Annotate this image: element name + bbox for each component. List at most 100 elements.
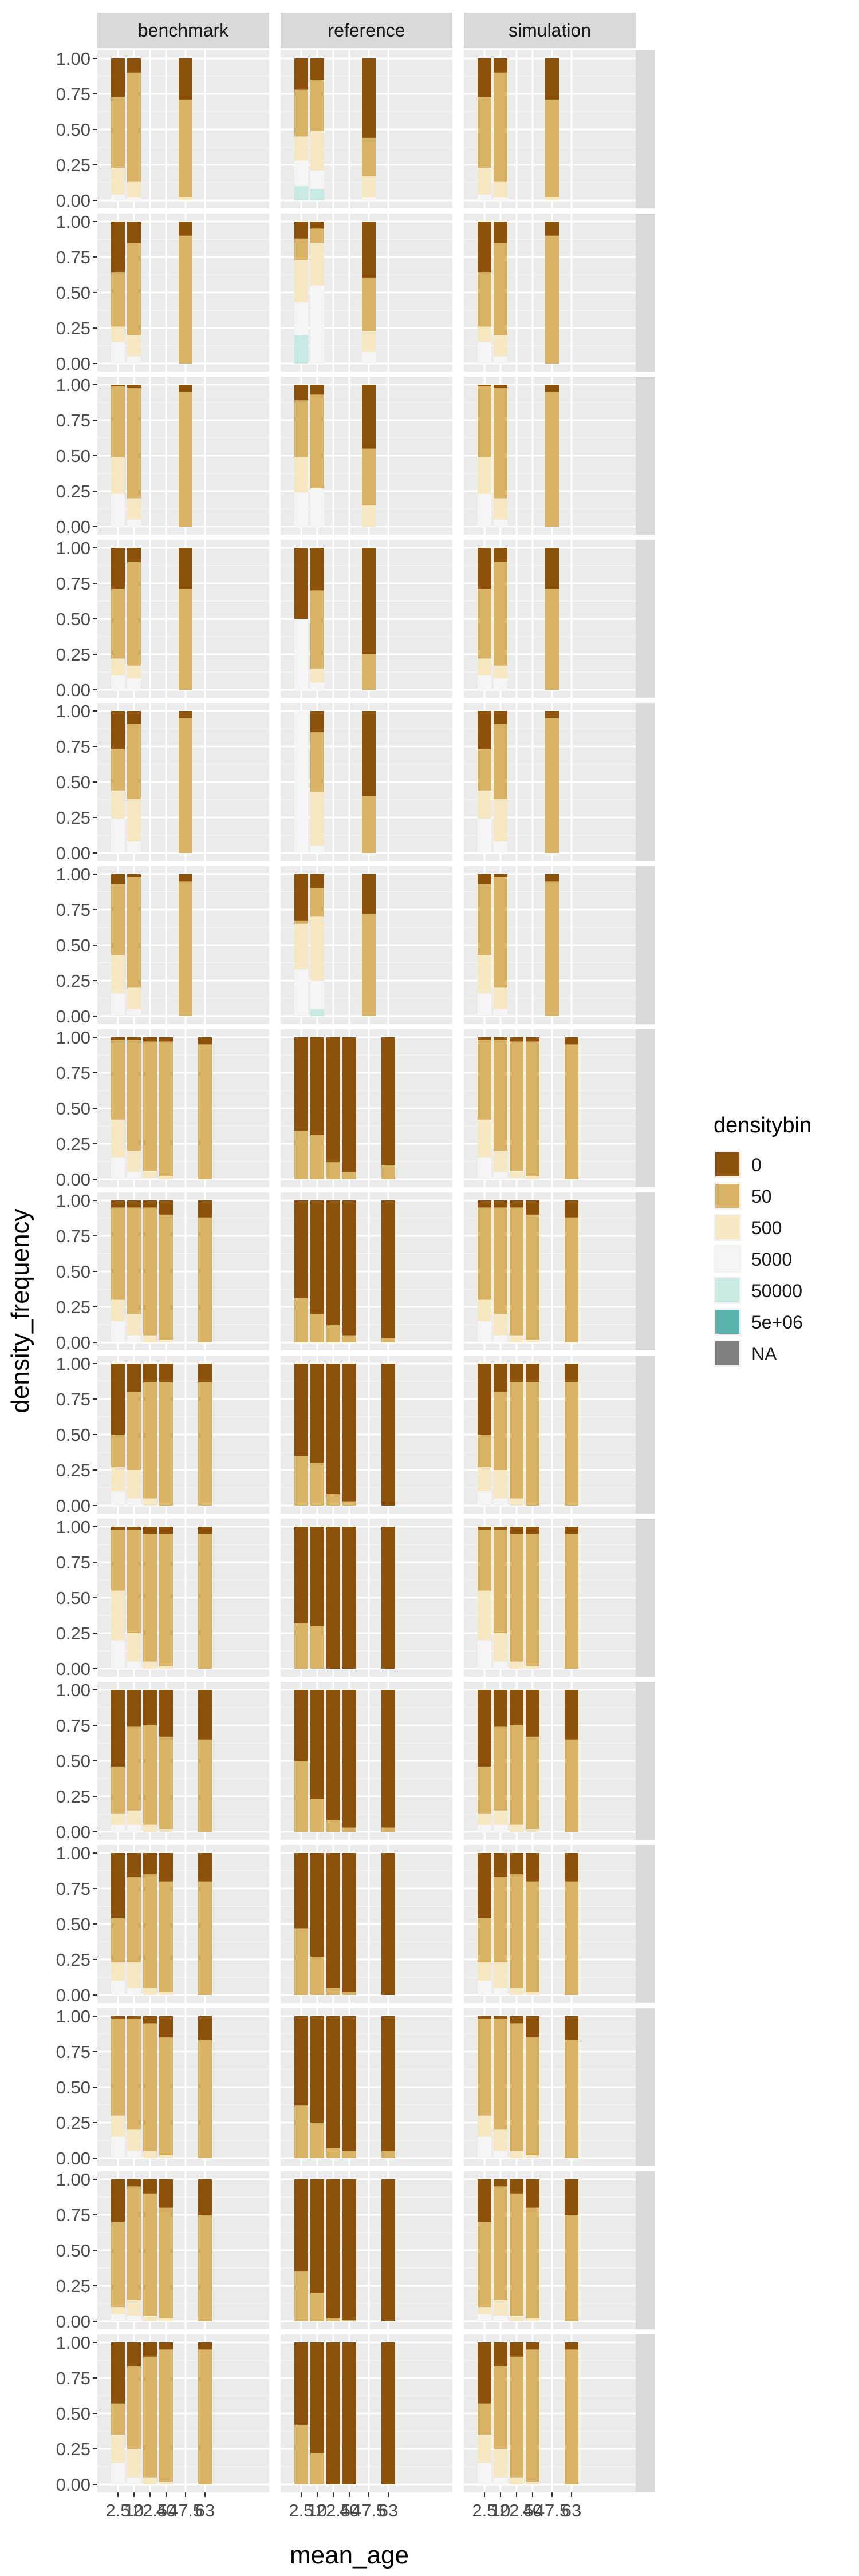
- row-strip-bg: [636, 866, 655, 1024]
- bar-segment-500: [127, 1151, 141, 1172]
- bar-segment-500: [127, 2449, 141, 2478]
- y-tick-label: 0.50: [56, 2404, 90, 2424]
- bar-segment-0: [526, 1853, 539, 1882]
- y-tick-label: 0.50: [56, 772, 90, 792]
- bar-segment-500: [111, 1813, 125, 1825]
- bar-segment-0: [478, 2342, 491, 2404]
- bar-22.5: [326, 1853, 340, 1995]
- bar-40: [342, 1200, 356, 1342]
- bar-segment-0: [494, 1037, 507, 1040]
- bar-segment-0: [526, 1690, 539, 1737]
- y-tick-label: 0.25: [56, 1950, 90, 1970]
- bar-segment-50: [545, 588, 559, 690]
- bar-segment-5000: [127, 1335, 141, 1342]
- bar-segment-500: [545, 197, 559, 200]
- bar-segment-500: [478, 457, 491, 494]
- bar-segment-0: [545, 711, 559, 718]
- bar-segment-50: [478, 749, 491, 791]
- bar-segment-5000: [294, 969, 308, 1016]
- bar-segment-0: [111, 1200, 125, 1208]
- bar-segment-5000: [294, 160, 308, 187]
- bar-segment-50: [326, 2148, 340, 2158]
- panel-reference-row-11: [281, 1682, 452, 1840]
- bar-47.5: [362, 711, 376, 853]
- bar-segment-0: [526, 1364, 539, 1382]
- bar-segment-50: [526, 1534, 539, 1666]
- bar-22.5: [326, 1527, 340, 1669]
- bar-segment-5000: [111, 2314, 125, 2321]
- bar-segment-5000: [127, 678, 141, 690]
- bar-segment-5000: [362, 352, 376, 364]
- bar-10: [310, 874, 324, 1016]
- x-tick-label: 47.5: [535, 2500, 569, 2520]
- y-tick-label: 0.75: [56, 2205, 90, 2225]
- bar-40: [526, 1037, 539, 1179]
- bar-segment-50: [198, 1534, 212, 1669]
- bar-segment-500: [143, 2477, 157, 2484]
- bar-segment-0: [179, 874, 192, 882]
- bar-segment-0: [111, 711, 125, 749]
- legend-swatch: [715, 1247, 739, 1271]
- bar-47.5: [179, 222, 192, 364]
- bar-segment-0: [127, 874, 141, 877]
- bar-segment-0: [362, 711, 376, 796]
- bar-segment-500: [526, 1992, 539, 1995]
- facet-strip-label: simulation: [509, 20, 591, 41]
- bar-segment-5000: [494, 1335, 507, 1342]
- bar-segment-0: [111, 1364, 125, 1435]
- bar-segment-50: [342, 1992, 356, 1995]
- bar-63: [565, 2342, 578, 2484]
- bar-2.5: [294, 1364, 308, 1506]
- bar-segment-50: [127, 1529, 141, 1633]
- bar-segment-0: [326, 2016, 340, 2148]
- bar-segment-0: [478, 2179, 491, 2222]
- bar-47.5: [545, 58, 559, 200]
- bar-2.5: [294, 1853, 308, 1995]
- bar-segment-0: [565, 1037, 578, 1045]
- bar-segment-5000: [494, 1988, 507, 1995]
- bar-segment-5000: [127, 1498, 141, 1506]
- bar-segment-500: [510, 1988, 523, 1995]
- row-strip-bg: [636, 1519, 655, 1677]
- bar-segment-5000: [111, 819, 125, 853]
- bar-segment-500: [526, 2482, 539, 2484]
- bar-segment-0: [510, 1853, 523, 1875]
- bar-segment-50: [310, 590, 324, 669]
- bar-segment-500: [310, 668, 324, 683]
- y-tick-label: 0.75: [56, 84, 90, 104]
- bar-segment-50000: [310, 189, 324, 200]
- y-tick-label: 0.50: [56, 1914, 90, 1934]
- bar-segment-0: [111, 58, 125, 97]
- bar-segment-0: [198, 1853, 212, 1882]
- bar-segment-5000: [310, 981, 324, 1009]
- bar-segment-500: [510, 1498, 523, 1506]
- bar-segment-50: [510, 1874, 523, 1988]
- bar-segment-5000: [127, 2316, 141, 2321]
- bar-segment-0: [545, 222, 559, 236]
- y-tick-label: 1.00: [56, 701, 90, 721]
- facet-strip-benchmark: benchmark: [97, 13, 269, 48]
- bar-segment-0: [494, 222, 507, 243]
- y-tick-label: 0.50: [56, 2077, 90, 2097]
- bar-segment-50: [526, 1214, 539, 1340]
- legend-swatch: [715, 1341, 739, 1365]
- bar-segment-500: [494, 335, 507, 357]
- bar-segment-50: [310, 888, 324, 917]
- panel-simulation-row-6: [464, 866, 636, 1024]
- legend-label: 50000: [751, 1281, 802, 1301]
- bar-segment-5000: [494, 1009, 507, 1016]
- bar-segment-5000: [494, 197, 507, 200]
- bar-segment-50: [198, 2349, 212, 2484]
- bar-segment-5000: [127, 1172, 141, 1179]
- bar-segment-50: [143, 2356, 157, 2478]
- bar-segment-5000: [143, 1178, 157, 1179]
- y-tick-label: 0.00: [56, 1659, 90, 1679]
- bar-segment-0: [310, 2342, 324, 2453]
- bar-segment-0: [294, 2016, 308, 2106]
- bar-segment-50: [310, 1957, 324, 1995]
- bar-47.5: [545, 711, 559, 853]
- bar-segment-50: [294, 1761, 308, 1832]
- bar-segment-0: [478, 711, 491, 749]
- bar-segment-0: [143, 2016, 157, 2024]
- bar-segment-0: [510, 2179, 523, 2194]
